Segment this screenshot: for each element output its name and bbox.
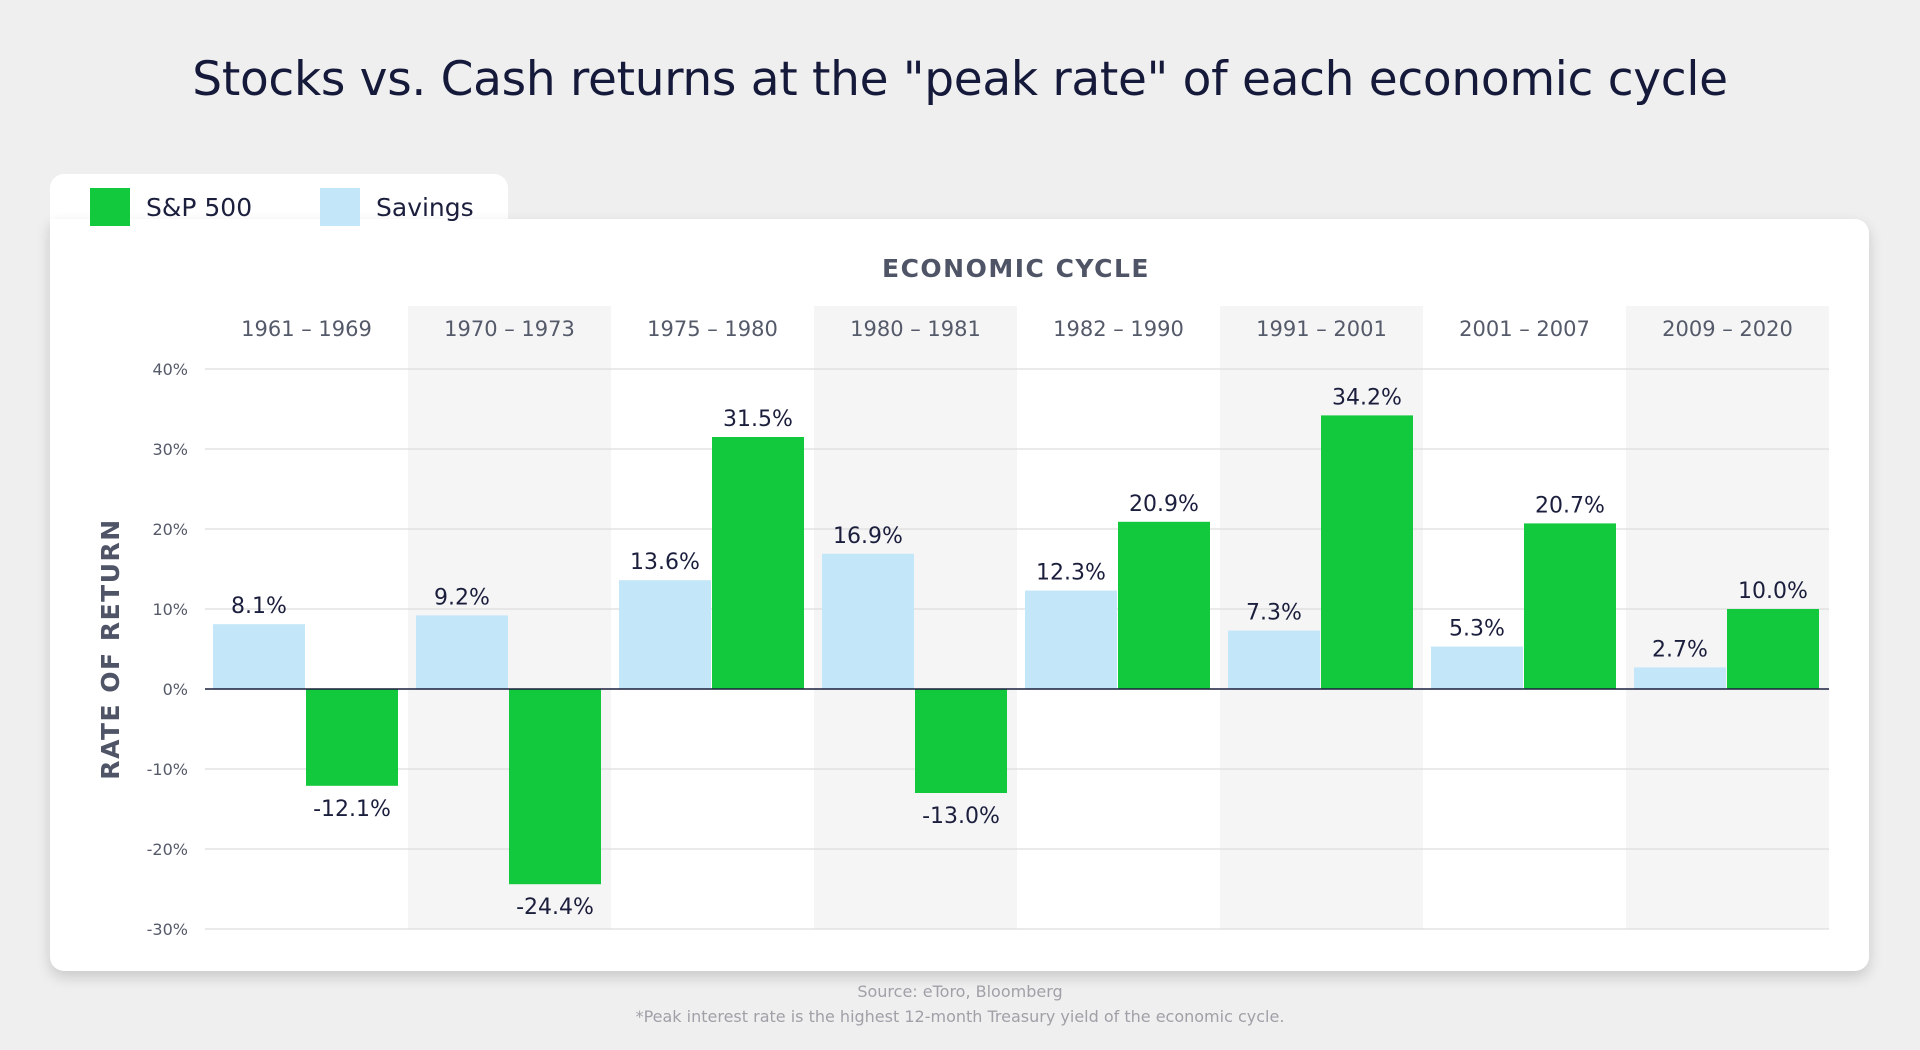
- legend-swatch-sp500: [90, 188, 130, 226]
- bar-savings-4: [1025, 590, 1117, 689]
- bar-savings-1: [416, 615, 508, 689]
- bars: [213, 415, 1819, 885]
- data-label: 2.7%: [1652, 637, 1708, 662]
- bar-savings-0: [213, 624, 305, 689]
- data-label: 20.7%: [1535, 493, 1605, 518]
- bar-savings-7: [1634, 667, 1726, 689]
- data-label: 12.3%: [1036, 561, 1106, 586]
- data-label: 16.9%: [833, 524, 903, 549]
- data-label: 7.3%: [1246, 601, 1302, 626]
- bar-sp500-7: [1727, 609, 1819, 689]
- y-tick-label: -10%: [147, 760, 188, 779]
- data-label: 20.9%: [1129, 492, 1199, 517]
- category-label: 1991 – 2001: [1256, 317, 1387, 341]
- category-label: 1980 – 1981: [850, 317, 981, 341]
- data-label: 13.6%: [630, 550, 700, 575]
- legend-item-savings: Savings: [320, 188, 474, 226]
- bar-savings-6: [1431, 646, 1523, 689]
- y-tick-label: 0%: [163, 680, 188, 699]
- category-label: 1975 – 1980: [647, 317, 778, 341]
- legend-label-savings: Savings: [376, 192, 474, 222]
- chart-title: Stocks vs. Cash returns at the "peak rat…: [192, 52, 1728, 107]
- legend-swatch-savings: [320, 188, 360, 226]
- bar-sp500-6: [1524, 523, 1616, 689]
- bar-sp500-0: [306, 689, 398, 786]
- category-label: 1961 – 1969: [241, 317, 372, 341]
- y-tick-label: -20%: [147, 840, 188, 859]
- data-label: 34.2%: [1332, 385, 1402, 410]
- category-label: 1982 – 1990: [1053, 317, 1184, 341]
- y-tick-label: 40%: [152, 360, 188, 379]
- category-label: 1970 – 1973: [444, 317, 575, 341]
- y-tick-label: -30%: [147, 920, 188, 939]
- bar-savings-5: [1228, 630, 1320, 689]
- data-label: -24.4%: [516, 895, 594, 920]
- source-note: Source: eToro, Bloomberg: [857, 982, 1063, 1001]
- x-axis-title: ECONOMIC CYCLE: [882, 254, 1150, 283]
- legend-label-sp500: S&P 500: [146, 192, 253, 222]
- data-label: 31.5%: [723, 407, 793, 432]
- bar-savings-3: [822, 553, 914, 689]
- axis-labels: 1961 – 1969 1970 – 1973 1975 – 1980 1980 – …: [96, 254, 1793, 939]
- y-axis-title: RATE OF RETURN: [96, 518, 125, 779]
- y-tick-label: 30%: [152, 440, 188, 459]
- data-label: 10.0%: [1738, 579, 1808, 604]
- gridlines: [205, 368, 1829, 930]
- data-label: 8.1%: [231, 594, 287, 619]
- y-tick-label: 10%: [152, 600, 188, 619]
- bar-sp500-4: [1118, 521, 1210, 689]
- data-labels: 8.1% 9.2% 13.6% 16.9% 12.3% 7.3% 5.3% 2.7% -12.1…: [231, 385, 1808, 920]
- legend-item-sp500: S&P 500: [90, 188, 252, 226]
- y-tick-label: 20%: [152, 520, 188, 539]
- data-label: -12.1%: [313, 797, 391, 822]
- data-label: 9.2%: [434, 585, 490, 610]
- footnote: *Peak interest rate is the highest 12-mo…: [635, 1007, 1285, 1026]
- bar-sp500-3: [915, 689, 1007, 793]
- category-label: 2009 – 2020: [1662, 317, 1793, 341]
- bar-savings-2: [619, 580, 711, 689]
- bar-chart: 8.1% 9.2% 13.6% 16.9% 12.3% 7.3% 5.3% 2.7% -12.1…: [96, 254, 1829, 939]
- bar-sp500-1: [509, 689, 601, 885]
- bar-sp500-5: [1321, 415, 1413, 689]
- data-label: 5.3%: [1449, 617, 1505, 642]
- category-label: 2001 – 2007: [1459, 317, 1590, 341]
- bar-sp500-2: [712, 437, 804, 689]
- data-label: -13.0%: [922, 804, 1000, 829]
